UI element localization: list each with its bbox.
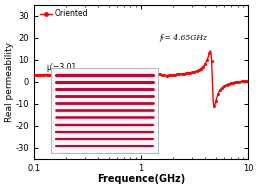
X-axis label: Frequence(GHz): Frequence(GHz)	[97, 174, 185, 184]
Y-axis label: Real permeability: Real permeability	[5, 42, 14, 122]
Text: fᵣ= 4.65GHz: fᵣ= 4.65GHz	[160, 34, 208, 42]
Text: μʹ=3.01: μʹ=3.01	[46, 63, 76, 72]
Legend: Oriented: Oriented	[40, 9, 88, 19]
